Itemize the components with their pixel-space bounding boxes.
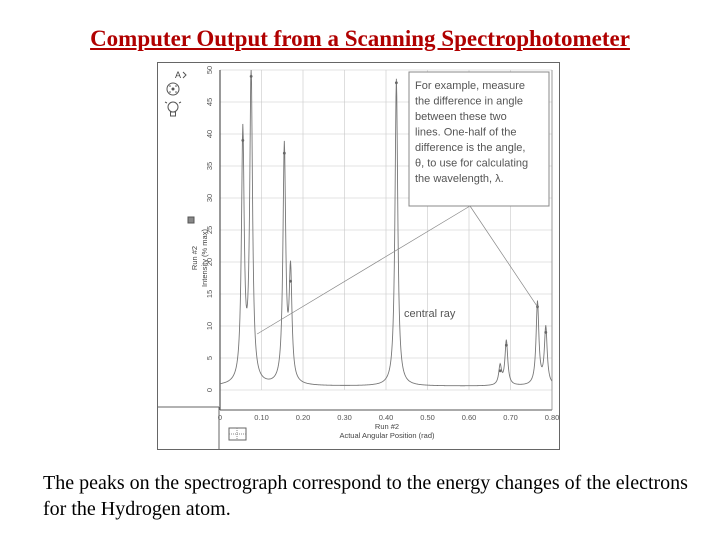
x-tick-label: 0 bbox=[218, 413, 222, 422]
x-axis-label: Actual Angular Position (rad) bbox=[339, 431, 435, 440]
y-tick-label: 40 bbox=[205, 130, 214, 138]
spectrum-line bbox=[219, 69, 553, 387]
x-tick-label: 0.10 bbox=[254, 413, 269, 422]
figure-frame bbox=[157, 62, 560, 450]
leader-line-left bbox=[256, 205, 471, 335]
x-tick-label: 0.60 bbox=[462, 413, 477, 422]
y-tick-label: 30 bbox=[205, 194, 214, 202]
x-tick-label: 0.70 bbox=[503, 413, 518, 422]
y-tick-label: 15 bbox=[205, 290, 214, 298]
y-tick-label: 25 bbox=[205, 226, 214, 234]
x-axis-run-label: Run #2 bbox=[375, 422, 399, 431]
y-tick-label: 5 bbox=[205, 356, 214, 360]
slide-title: Computer Output from a Scanning Spectrop… bbox=[90, 26, 630, 51]
spectrograph-chart: A Run #2 Intensity (% max) 0 5 10 15 20 25 30 3… bbox=[157, 62, 560, 450]
y-tick-label: 45 bbox=[205, 98, 214, 106]
x-tick-label: 0.30 bbox=[337, 413, 352, 422]
peak-point bbox=[241, 139, 245, 142]
x-tick-label: 0.80 bbox=[545, 413, 560, 422]
spectrograph-figure: A Run #2 Intensity (% max) 0 5 10 15 20 25 30 3… bbox=[157, 62, 560, 451]
y-axis-run-label: Run #2 bbox=[190, 246, 199, 270]
y-tick-label: 35 bbox=[205, 162, 214, 170]
target-icon[interactable] bbox=[166, 82, 180, 96]
peak-point bbox=[544, 331, 548, 334]
plot-area: 0 5 10 15 20 25 30 35 40 45 50 0 0.10 0.20 0.30 0.40 0.5… bbox=[205, 66, 559, 422]
x-tick-label: 0.40 bbox=[379, 413, 394, 422]
y-tick-label: 0 bbox=[205, 388, 214, 392]
leader-line-right bbox=[469, 205, 538, 307]
grid-icon[interactable] bbox=[228, 427, 247, 441]
y-tick-label: 50 bbox=[205, 66, 214, 74]
peak-point bbox=[498, 369, 502, 373]
y-legend-marker bbox=[187, 216, 195, 224]
peak-point bbox=[249, 75, 253, 78]
svg-text:A: A bbox=[175, 70, 181, 80]
x-tick-label: 0.50 bbox=[420, 413, 435, 422]
lightbulb-icon[interactable] bbox=[164, 101, 182, 117]
peak-point bbox=[504, 343, 508, 347]
peak-point bbox=[289, 279, 292, 283]
y-axis-label: Intensity (% max) bbox=[200, 229, 209, 287]
peak-point bbox=[282, 151, 286, 155]
slide-caption: The peaks on the spectrograph correspond… bbox=[43, 472, 688, 520]
peak-point bbox=[394, 81, 398, 85]
a-icon[interactable]: A bbox=[175, 70, 187, 80]
x-tick-label: 0.20 bbox=[296, 413, 311, 422]
y-tick-label: 20 bbox=[205, 258, 214, 266]
y-tick-label: 10 bbox=[205, 322, 214, 330]
